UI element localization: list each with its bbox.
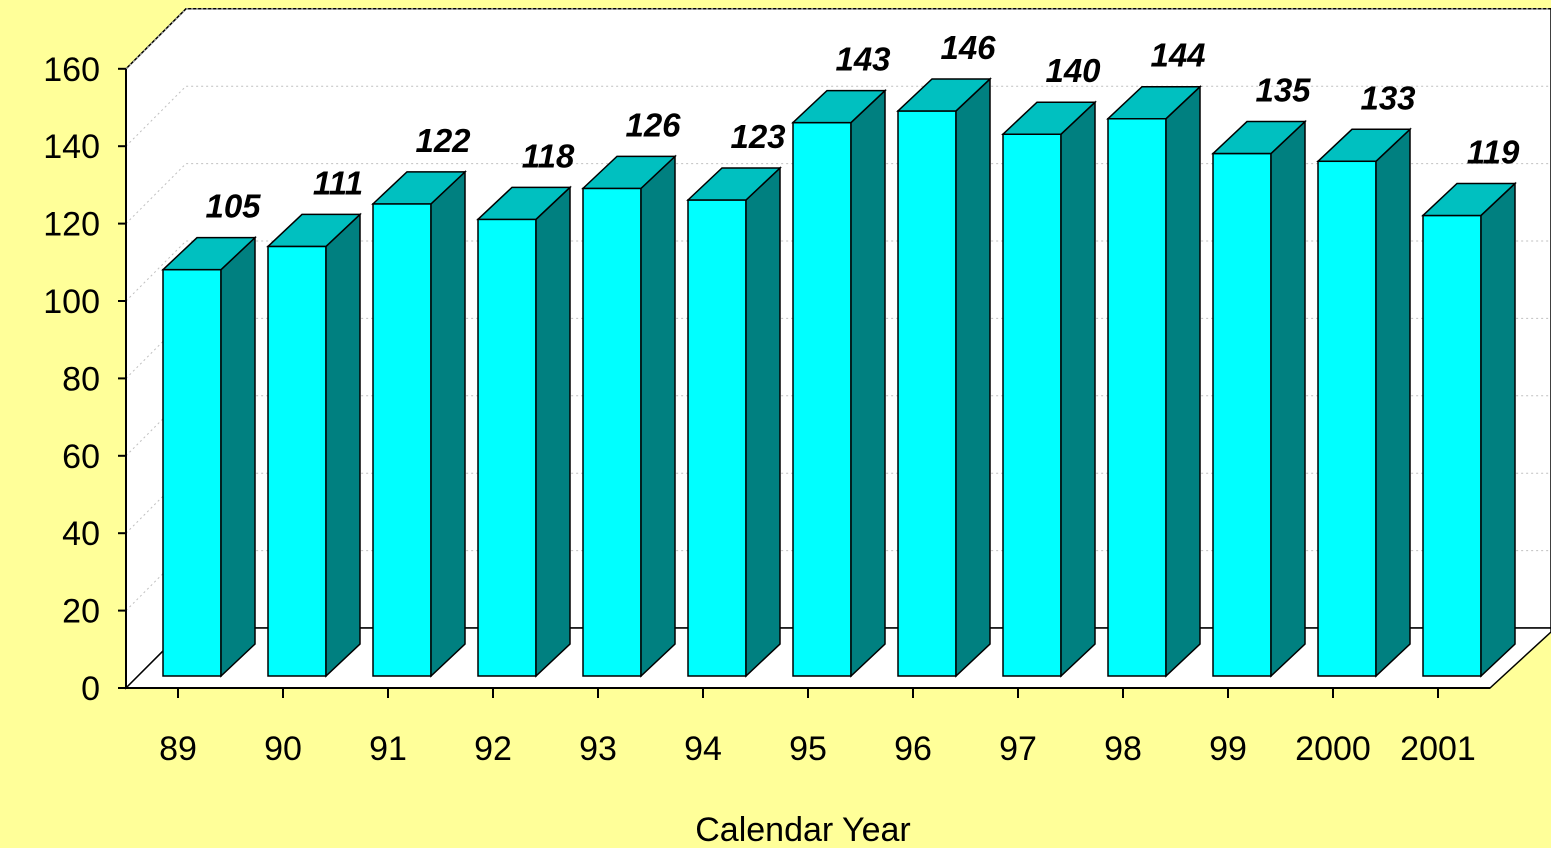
bar-front xyxy=(267,245,327,677)
y-tick-label: 40 xyxy=(62,515,100,553)
bar-front xyxy=(162,268,222,677)
x-tick-label: 90 xyxy=(264,730,302,768)
data-label: 143 xyxy=(835,41,890,78)
y-tick-label: 100 xyxy=(43,283,100,321)
y-tick-labels: 0 20 40 60 80 100 120 140 160 xyxy=(43,51,100,708)
bar-side xyxy=(640,154,676,678)
bar xyxy=(581,154,677,678)
bar-top xyxy=(266,213,362,248)
x-tick-label: 91 xyxy=(369,730,407,768)
bar-top xyxy=(371,171,467,205)
y-tick-label: 160 xyxy=(43,51,100,89)
bar xyxy=(1211,119,1307,678)
bar-front xyxy=(897,110,957,677)
bar-side xyxy=(1270,119,1306,678)
bar-front xyxy=(372,203,432,677)
bar-top xyxy=(1001,101,1097,135)
x-tick-label: 93 xyxy=(579,730,617,768)
bar-side xyxy=(325,212,361,678)
bar xyxy=(791,88,887,678)
bar-front xyxy=(477,218,537,677)
x-tick-label: 92 xyxy=(474,730,512,768)
bar-side xyxy=(745,166,781,678)
bar xyxy=(1316,127,1412,678)
bar xyxy=(1001,100,1097,678)
bar-top xyxy=(476,186,572,221)
y-tick-label: 80 xyxy=(62,360,100,398)
x-tick-labels: 89 90 91 92 93 94 95 96 97 98 99 2000 2001 xyxy=(159,730,1476,768)
bar-top xyxy=(1211,120,1307,155)
x-axis-title: Calendar Year xyxy=(695,811,911,848)
x-tick-label: 94 xyxy=(684,730,722,768)
bars xyxy=(161,77,1517,678)
data-label: 133 xyxy=(1360,79,1415,116)
y-tick-label: 140 xyxy=(43,128,100,166)
data-label: 140 xyxy=(1045,52,1101,89)
bar-top xyxy=(686,167,782,201)
bar-front xyxy=(792,121,852,677)
y-tick-label: 60 xyxy=(62,438,100,476)
bar xyxy=(686,166,782,678)
y-tick-label: 120 xyxy=(43,206,100,244)
bar-side xyxy=(1480,181,1516,678)
data-label: 135 xyxy=(1255,72,1311,109)
data-label: 119 xyxy=(1467,133,1520,170)
bar xyxy=(371,170,467,678)
bar-front xyxy=(582,187,642,677)
bar-top xyxy=(1106,85,1202,120)
bar xyxy=(161,235,257,678)
axes xyxy=(118,67,1490,698)
bar xyxy=(1421,181,1517,678)
bar-top xyxy=(791,89,887,124)
bar xyxy=(1106,84,1202,678)
data-labels: 105 111 122 118 126 123 143 146 140 144 135 133 119 xyxy=(205,29,1519,225)
bar-top xyxy=(581,155,677,190)
bar xyxy=(266,212,362,678)
bar-side xyxy=(535,185,571,678)
bar-front xyxy=(1212,152,1272,677)
y-tick-label: 20 xyxy=(62,593,100,631)
bar-side xyxy=(1060,100,1096,678)
bar xyxy=(896,77,992,678)
data-label: 111 xyxy=(313,164,363,201)
bar-top xyxy=(1316,128,1412,163)
bar-side xyxy=(1375,127,1411,678)
bar-side xyxy=(955,77,991,678)
bar-side xyxy=(430,170,466,678)
bar xyxy=(476,185,572,678)
x-tick-label: 2001 xyxy=(1400,730,1476,768)
bar-top xyxy=(896,78,992,112)
data-label: 122 xyxy=(415,122,471,159)
data-label: 105 xyxy=(205,188,261,225)
bar-front xyxy=(1002,133,1062,677)
x-tick-label: 96 xyxy=(894,730,932,768)
x-tick-label: 97 xyxy=(999,730,1037,768)
data-label: 126 xyxy=(625,106,681,143)
data-label: 146 xyxy=(940,29,996,66)
x-tick-label: 95 xyxy=(789,730,827,768)
bar-front xyxy=(1422,214,1482,677)
x-tick-label: 2000 xyxy=(1295,730,1371,768)
bar-top xyxy=(161,236,257,271)
bar-front xyxy=(1317,160,1377,677)
bar-side xyxy=(1165,84,1201,678)
data-label: 123 xyxy=(730,118,785,155)
x-tick-label: 98 xyxy=(1104,730,1142,768)
data-label: 144 xyxy=(1150,37,1205,74)
bar-side xyxy=(850,88,886,678)
bar-front xyxy=(1107,117,1167,677)
bar-side xyxy=(220,235,256,678)
bar-front xyxy=(687,199,747,677)
y-tick-label: 0 xyxy=(81,670,100,708)
x-tick-label: 89 xyxy=(159,730,197,768)
x-tick-label: 99 xyxy=(1209,730,1247,768)
data-label: 118 xyxy=(522,137,575,174)
bar-top xyxy=(1421,182,1517,217)
